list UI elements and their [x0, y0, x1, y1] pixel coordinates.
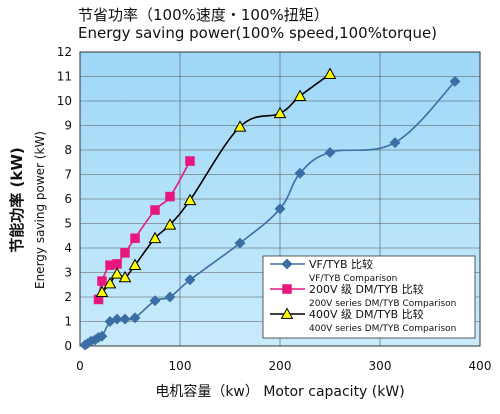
- y-tick-label: 9: [64, 119, 72, 133]
- data-point: [128, 258, 142, 271]
- legend-label: VF/TYB 比较: [309, 257, 373, 271]
- data-point: [324, 146, 336, 159]
- series-group: [79, 67, 461, 351]
- series-triangle: [95, 67, 337, 297]
- data-point: [103, 276, 117, 289]
- data-point: [323, 67, 337, 79]
- y-tick-label: 4: [64, 241, 72, 255]
- chart-subtitle: Energy saving power(100% speed,100%torqu…: [78, 24, 438, 42]
- data-point: [233, 120, 247, 132]
- chart-title: 节省功率（100%速度・100%扭矩）: [78, 6, 329, 24]
- x-axis-label: 电机容量（kw） Motor capacity (kW): [155, 383, 404, 400]
- data-point: [120, 248, 130, 258]
- data-point: [164, 291, 176, 303]
- data-point: [95, 285, 109, 297]
- legend-label: 200V 级 DM/TYB 比较: [309, 282, 424, 296]
- data-point: [119, 313, 131, 325]
- data-point: [389, 137, 401, 149]
- data-point: [234, 237, 246, 249]
- data-point: [294, 167, 306, 179]
- data-point: [96, 330, 108, 342]
- y-tick-label: 7: [64, 168, 72, 182]
- data-point: [449, 75, 461, 87]
- x-tick-label: 400: [469, 359, 492, 373]
- legend-label: 400V 级 DM/TYB 比较: [309, 307, 424, 321]
- data-point: [185, 156, 195, 166]
- y-tick-label: 10: [57, 94, 72, 108]
- data-point: [149, 295, 161, 307]
- legend-marker: [282, 284, 292, 294]
- y-tick-label: 5: [64, 217, 72, 231]
- data-point: [273, 106, 287, 119]
- y-tick-label: 1: [64, 315, 72, 329]
- data-point: [112, 259, 122, 269]
- data-point: [274, 203, 286, 215]
- data-point: [129, 312, 141, 324]
- y-tick-label: 6: [64, 192, 72, 206]
- y-tick-label: 12: [57, 45, 72, 59]
- data-point: [150, 205, 160, 215]
- legend-label-en: 200V series DM/TYB Comparison: [309, 299, 456, 309]
- legend-marker: [281, 258, 293, 270]
- data-point: [165, 191, 175, 202]
- data-point: [110, 267, 124, 279]
- x-tick-label: 0: [76, 359, 84, 373]
- data-point: [163, 218, 177, 230]
- y-tick-label: 11: [57, 70, 72, 84]
- legend-marker: [280, 307, 294, 319]
- data-point: [118, 270, 132, 283]
- data-point: [97, 276, 107, 286]
- data-point: [148, 231, 162, 244]
- data-point: [130, 233, 140, 243]
- y-tick-label: 0: [64, 339, 72, 353]
- series-diamond: [79, 75, 461, 351]
- legend-label-en: VF/TYB Comparison: [309, 274, 397, 284]
- y-axis-label: 节能功率 (kW): [8, 147, 26, 252]
- y-tick-label: 8: [64, 143, 72, 157]
- data-point: [183, 193, 197, 206]
- data-point: [184, 274, 196, 286]
- x-tick-label: 200: [269, 359, 292, 373]
- legend-label-en: 400V series DM/TYB Comparison: [309, 324, 456, 334]
- x-tick-label: 300: [369, 359, 392, 373]
- data-point: [111, 313, 123, 325]
- legend-box: [262, 255, 476, 339]
- series-square: [93, 156, 195, 305]
- y-tick-label: 2: [64, 290, 72, 304]
- y-tick-label: 3: [64, 266, 72, 280]
- y-axis-label-en: Energy saving power (kW): [33, 131, 47, 289]
- data-point: [293, 89, 307, 101]
- x-tick-labels: 0 100 200 300 400: [76, 359, 491, 373]
- x-tick-label: 100: [169, 359, 192, 373]
